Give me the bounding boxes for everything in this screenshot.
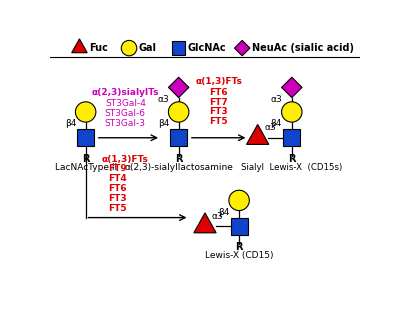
Ellipse shape (76, 102, 96, 122)
Ellipse shape (282, 102, 302, 122)
Text: FT3: FT3 (209, 108, 228, 116)
Polygon shape (72, 39, 87, 53)
Text: α3: α3 (264, 123, 276, 132)
Ellipse shape (229, 190, 249, 211)
Polygon shape (246, 124, 269, 145)
Text: FT3: FT3 (108, 194, 127, 203)
Text: Gal: Gal (138, 43, 156, 53)
Text: ST3Gal-4: ST3Gal-4 (105, 99, 146, 108)
Text: β4: β4 (65, 119, 76, 128)
Bar (172, 41, 186, 55)
Text: Lewis-X (CD15): Lewis-X (CD15) (205, 251, 273, 260)
Polygon shape (168, 77, 189, 98)
Text: α3: α3 (158, 95, 170, 104)
Text: FT9: FT9 (108, 164, 127, 174)
Text: FT6: FT6 (108, 184, 127, 193)
Text: β4: β4 (218, 208, 229, 217)
Text: FT6: FT6 (209, 88, 228, 97)
Bar (283, 129, 300, 146)
Polygon shape (282, 77, 302, 98)
Polygon shape (194, 213, 216, 233)
Text: R: R (175, 154, 182, 164)
Text: R: R (82, 154, 90, 164)
Bar (170, 129, 187, 146)
Bar (230, 218, 248, 235)
Text: α(2,3)-sialyllactosamine: α(2,3)-sialyllactosamine (124, 163, 233, 172)
Polygon shape (234, 41, 250, 56)
Text: NeuAc (sialic acid): NeuAc (sialic acid) (252, 43, 354, 53)
Text: FT5: FT5 (209, 117, 228, 126)
Text: Sialyl  Lewis-X  (CD15s): Sialyl Lewis-X (CD15s) (241, 163, 342, 172)
Bar (77, 129, 94, 146)
Text: FT5: FT5 (108, 204, 127, 213)
Text: ST3Gal-3: ST3Gal-3 (105, 119, 146, 128)
Text: α(1,3)FTs: α(1,3)FTs (195, 77, 242, 86)
Ellipse shape (121, 41, 137, 56)
Text: α3: α3 (212, 212, 223, 221)
Text: α(1,3)FTs: α(1,3)FTs (102, 154, 149, 164)
Text: R: R (235, 242, 243, 252)
Text: β4: β4 (158, 119, 170, 128)
Text: FT4: FT4 (108, 174, 127, 183)
Ellipse shape (168, 102, 189, 122)
Text: ST3Gal-6: ST3Gal-6 (105, 109, 146, 118)
Text: GlcNAc: GlcNAc (188, 43, 226, 53)
Text: FT7: FT7 (209, 98, 228, 107)
Text: LacNAcType II: LacNAcType II (54, 163, 117, 172)
Text: α(2,3)sialylTs: α(2,3)sialylTs (92, 88, 159, 97)
Text: α3: α3 (270, 95, 282, 104)
Text: Fuc: Fuc (89, 43, 108, 53)
Text: R: R (288, 154, 296, 164)
Text: β4: β4 (271, 119, 282, 128)
